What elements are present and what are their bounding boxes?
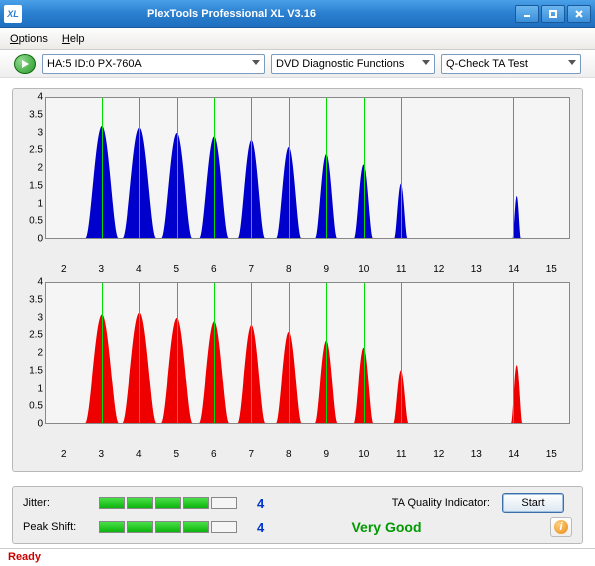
function-value: DVD Diagnostic Functions xyxy=(276,58,404,70)
play-button[interactable] xyxy=(14,54,36,74)
bottom-panel: Jitter: 4 TA Quality Indicator: Start Pe… xyxy=(12,486,583,544)
menu-options[interactable]: Options xyxy=(10,33,48,45)
test-value: Q-Check TA Test xyxy=(446,58,528,70)
test-select[interactable]: Q-Check TA Test xyxy=(441,54,581,74)
function-select[interactable]: DVD Diagnostic Functions xyxy=(271,54,435,74)
plot-top xyxy=(45,97,570,239)
titlebar: XL PlexTools Professional XL V3.16 xyxy=(0,0,595,28)
device-select[interactable]: HA:5 ID:0 PX-760A xyxy=(42,54,265,74)
x-axis-bottom: 23456789101112131415 xyxy=(45,447,570,465)
chevron-down-icon xyxy=(422,60,430,65)
jitter-meter xyxy=(99,497,249,509)
x-axis-top: 23456789101112131415 xyxy=(45,262,570,280)
app-icon: XL xyxy=(4,5,22,23)
body-area: 00.511.522.533.54 23456789101112131415 0… xyxy=(0,78,595,480)
chart-top: 00.511.522.533.54 23456789101112131415 xyxy=(19,95,576,280)
jitter-label: Jitter: xyxy=(23,497,91,509)
peak-meter xyxy=(99,521,249,533)
chart-bottom: 00.511.522.533.54 23456789101112131415 xyxy=(19,280,576,465)
close-button[interactable] xyxy=(567,5,591,23)
peak-label: Peak Shift: xyxy=(23,521,91,533)
info-icon: i xyxy=(554,520,568,534)
toolbar: HA:5 ID:0 PX-760A DVD Diagnostic Functio… xyxy=(0,50,595,78)
charts-group: 00.511.522.533.54 23456789101112131415 0… xyxy=(12,88,583,472)
chevron-down-icon xyxy=(252,60,260,65)
menu-help[interactable]: Help xyxy=(62,33,85,45)
window-title: PlexTools Professional XL V3.16 xyxy=(28,8,515,20)
maximize-button[interactable] xyxy=(541,5,565,23)
ta-label: TA Quality Indicator: xyxy=(279,497,494,509)
chevron-down-icon xyxy=(568,60,576,65)
y-axis-top: 00.511.522.533.54 xyxy=(25,97,45,262)
info-button[interactable]: i xyxy=(550,517,572,537)
device-value: HA:5 ID:0 PX-760A xyxy=(47,58,142,70)
minimize-button[interactable] xyxy=(515,5,539,23)
start-button[interactable]: Start xyxy=(502,493,564,513)
status-bar: Ready xyxy=(0,548,595,566)
plot-bottom xyxy=(45,282,570,424)
jitter-value: 4 xyxy=(257,496,271,511)
menubar: Options Help xyxy=(0,28,595,50)
peak-value: 4 xyxy=(257,520,271,535)
y-axis-bottom: 00.511.522.533.54 xyxy=(25,282,45,447)
ta-value: Very Good xyxy=(279,519,494,535)
window-buttons xyxy=(515,5,591,23)
